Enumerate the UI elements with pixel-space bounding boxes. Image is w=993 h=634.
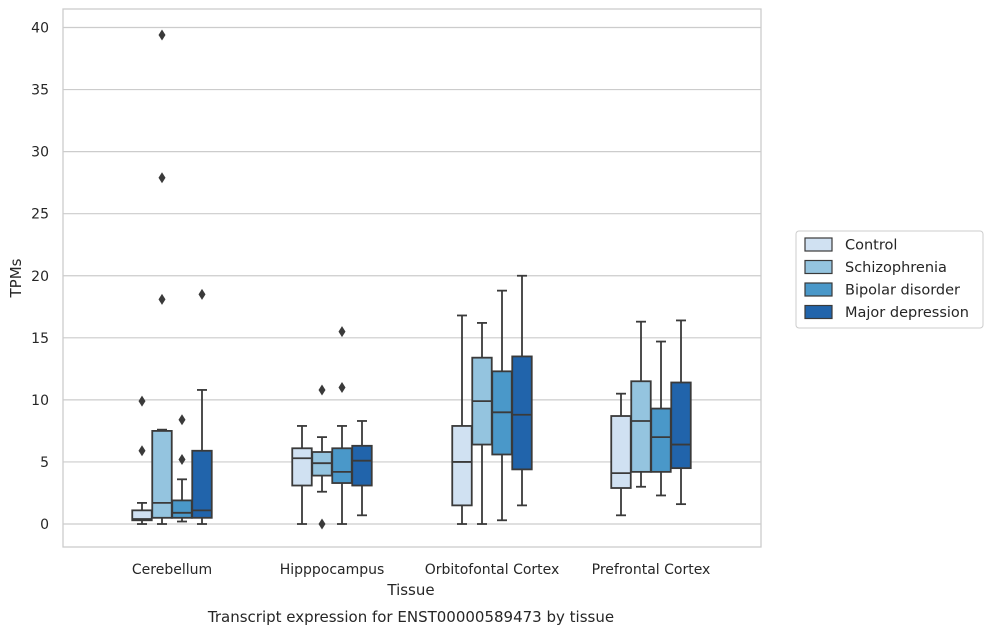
box-0-0 <box>131 395 153 525</box>
box-iqr <box>171 499 193 519</box>
legend-label: Control <box>845 238 897 254</box>
y-tick-label: 0 <box>40 517 49 533</box>
x-tick-label: Hipppocampus <box>280 562 385 578</box>
box-1-2 <box>471 322 493 525</box>
box-1-0 <box>151 29 173 525</box>
outlier-point <box>198 288 206 300</box>
y-tick-label: 20 <box>31 269 49 285</box>
outlier-point <box>318 518 326 530</box>
y-tick-label: 10 <box>31 393 49 409</box>
y-tick-label: 35 <box>31 83 49 99</box>
legend-frame <box>795 230 984 329</box>
outlier-point <box>178 453 186 465</box>
box-iqr <box>670 381 692 470</box>
box-3-1 <box>351 420 373 517</box>
y-axis-label: TPMs <box>7 258 25 298</box>
box-3-2 <box>511 274 533 507</box>
legend-swatch <box>804 304 833 320</box>
legend-swatch <box>804 282 833 297</box>
legend-label: Schizophrenia <box>845 260 947 276</box>
x-tick-label: Cerebellum <box>132 562 212 578</box>
y-tick-label: 30 <box>31 145 49 161</box>
y-tick-label: 15 <box>31 331 49 347</box>
legend-label: Major depression <box>845 305 969 321</box>
box-iqr <box>630 380 652 473</box>
legend: Control Schizophrenia Bipolar disorder Majo… <box>795 230 984 329</box>
outlier-point <box>158 29 166 41</box>
chart-title: Transcript expression for ENST0000058947… <box>207 608 614 626</box>
outlier-point <box>318 384 326 396</box>
box-2-0 <box>171 414 193 523</box>
box-2-3 <box>650 340 672 497</box>
box-3-0 <box>191 288 213 525</box>
box-iqr <box>511 355 533 471</box>
outlier-point <box>158 293 166 305</box>
y-tick-label: 25 <box>31 207 49 223</box>
box-0-3 <box>610 392 632 517</box>
outlier-point <box>138 445 146 457</box>
legend-swatch <box>804 259 833 275</box>
box-0-1 <box>291 425 313 525</box>
box-iqr <box>191 449 213 519</box>
y-tick-label: 40 <box>31 21 49 37</box>
box-iqr <box>451 425 473 507</box>
box-iqr <box>351 444 373 487</box>
box-iqr <box>650 407 672 473</box>
box-iqr <box>151 430 173 519</box>
outlier-point <box>138 395 146 407</box>
x-tick-label: Orbitofontal Cortex <box>425 562 560 578</box>
box-1-3 <box>630 320 652 488</box>
box-iqr <box>331 447 353 484</box>
outlier-point <box>338 326 346 338</box>
legend-label: Bipolar disorder <box>845 283 960 299</box>
outlier-point <box>178 414 186 426</box>
y-tick-label: 5 <box>40 455 49 471</box>
box-1-1 <box>311 384 333 530</box>
outlier-point <box>338 381 346 393</box>
box-2-2 <box>491 289 513 522</box>
gridlines <box>63 26 761 525</box>
box-2-1 <box>331 326 353 525</box>
box-iqr <box>291 447 313 487</box>
y-tick-labels: 0 5 10 15 20 25 30 35 40 <box>31 21 49 534</box>
x-tick-labels: Cerebellum Hipppocampus Orbitofontal Corte… <box>132 562 710 578</box>
outlier-point <box>158 172 166 184</box>
legend-swatch <box>804 237 833 252</box>
box-0-2 <box>451 314 473 525</box>
plot-area <box>131 29 692 530</box>
box-iqr <box>610 415 632 489</box>
x-axis-label: Tissue <box>386 581 434 599</box>
axes-frame <box>62 8 762 548</box>
box-3-3 <box>670 319 692 506</box>
x-tick-label: Prefrontal Cortex <box>592 562 711 578</box>
